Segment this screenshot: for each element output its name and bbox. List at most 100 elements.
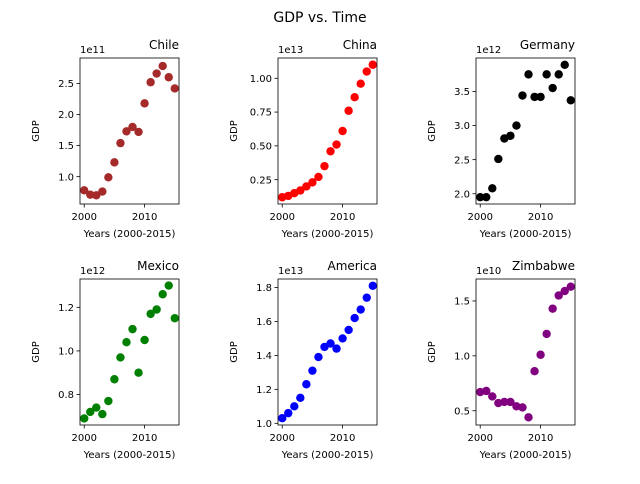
x-axis-label: Years (2000-2015) [281, 450, 374, 461]
data-point-chile-2013 [158, 61, 167, 71]
y-tick-label: 0.75 [250, 108, 272, 119]
data-point-mexico-2014 [164, 281, 173, 290]
data-point-chile-2002 [92, 191, 101, 200]
y-offset-text-zimbabwe: 1e10 [476, 266, 501, 277]
subplot-title-zimbabwe: Zimbabwe [512, 259, 575, 273]
data-point-mexico-2000 [80, 414, 89, 423]
x-tick-label: 2010 [330, 212, 355, 223]
data-point-germany-2007 [518, 91, 527, 100]
x-tick-label: 2000 [71, 433, 96, 444]
data-point-china-2011 [344, 106, 353, 115]
data-point-zimbabwe-2013 [554, 291, 563, 300]
data-point-america-2014 [362, 293, 371, 302]
data-point-china-2007 [320, 161, 329, 171]
data-point-america-2013 [356, 305, 365, 314]
data-point-china-2003 [296, 186, 305, 195]
data-point-china-2013 [356, 79, 365, 88]
y-tick-label: 3.5 [454, 87, 470, 98]
y-tick-label: 1.0 [256, 419, 272, 430]
y-tick-label: 1.5 [58, 141, 74, 152]
y-offset-text-america: 1e13 [278, 266, 303, 277]
y-tick-label: 2.5 [454, 155, 470, 166]
data-point-china-2006 [314, 172, 323, 182]
data-point-germany-2000 [476, 192, 485, 202]
y-offset-text-mexico: 1e12 [80, 266, 105, 277]
x-tick-label: 2000 [467, 433, 492, 444]
subplot-title-america: America [328, 259, 378, 273]
data-point-zimbabwe-2007 [518, 403, 527, 412]
y-tick-label: 1.2 [58, 303, 74, 314]
data-point-mexico-2004 [104, 396, 113, 406]
y-tick-label: 1.6 [256, 317, 272, 328]
data-point-germany-2002 [488, 184, 497, 193]
data-point-chile-2008 [128, 122, 137, 132]
data-point-mexico-2002 [92, 403, 101, 412]
y-axis-label: GDP [427, 120, 438, 141]
subplot-grid: 2000 2010 1.0 1.5 2.0 2.5 1e11 Chile Years (2000… [31, 38, 576, 461]
data-point-mexico-2012 [152, 305, 161, 314]
data-point-germany-2015 [566, 96, 575, 105]
y-tick-label: 0.50 [250, 141, 272, 152]
subplot-chile: 2000 2010 1.0 1.5 2.0 2.5 1e11 Chile Years (2000… [31, 38, 180, 240]
data-point-china-2009 [332, 140, 341, 149]
x-tick-label: 2000 [71, 212, 96, 223]
data-point-chile-2009 [134, 127, 143, 137]
data-point-chile-2001 [86, 190, 95, 199]
data-point-zimbabwe-2004 [500, 397, 509, 407]
y-tick-label: 1.00 [250, 74, 272, 85]
plot-frame-chile [79, 57, 180, 205]
x-tick-label: 2010 [528, 212, 553, 223]
data-point-america-2011 [344, 325, 353, 335]
x-axis-label: Years (2000-2015) [479, 229, 572, 240]
x-tick-label: 2000 [467, 212, 492, 223]
subplot-mexico: 2000 2010 0.8 1.0 1.2 1e12 Mexico Years (2000-2… [31, 259, 180, 461]
y-tick-label: 1.0 [454, 351, 470, 362]
subplot-america: 2000 2010 1.0 1.2 1.4 1.6 1.8 1e13 America Years … [229, 259, 378, 461]
data-point-chile-2005 [110, 158, 119, 167]
y-tick-label: 1.4 [256, 351, 272, 362]
y-axis-label: GDP [229, 341, 240, 362]
figure-title: GDP vs. Time [273, 10, 366, 26]
y-tick-label: 0.8 [58, 390, 74, 401]
plot-frame-germany [475, 57, 576, 205]
x-axis-label: Years (2000-2015) [479, 450, 572, 461]
data-point-america-2003 [296, 393, 305, 403]
data-point-chile-2012 [152, 69, 161, 78]
data-point-chile-2011 [146, 78, 155, 87]
data-point-germany-2008 [524, 70, 533, 79]
plot-frame-china [277, 57, 378, 205]
data-point-zimbabwe-2008 [524, 413, 533, 422]
data-point-zimbabwe-2010 [536, 350, 545, 359]
y-axis-label: GDP [427, 341, 438, 362]
y-tick-label: 2.0 [58, 110, 74, 121]
subplot-germany: 2000 2010 2.0 2.5 3.0 3.5 1e12 Germany Years (20… [427, 38, 576, 240]
data-point-america-2010 [338, 334, 347, 343]
data-point-america-2002 [290, 402, 299, 411]
y-tick-label: 1.2 [256, 385, 272, 396]
x-tick-label: 2010 [132, 433, 157, 444]
data-point-germany-2012 [548, 83, 557, 93]
data-point-germany-2005 [506, 131, 515, 140]
data-point-germany-2014 [560, 60, 569, 70]
x-tick-label: 2000 [269, 433, 294, 444]
x-tick-label: 2010 [330, 433, 355, 444]
data-point-america-2012 [350, 313, 359, 323]
data-point-chile-2006 [116, 138, 125, 148]
y-tick-label: 1.5 [454, 297, 470, 308]
data-point-china-2005 [308, 178, 317, 187]
x-axis-label: Years (2000-2015) [83, 450, 176, 461]
data-point-mexico-2011 [146, 309, 155, 319]
data-point-china-2008 [326, 147, 335, 156]
plot-frame-mexico [79, 278, 180, 426]
data-point-china-2004 [302, 182, 311, 191]
x-axis-label: Years (2000-2015) [281, 229, 374, 240]
data-point-zimbabwe-2014 [560, 286, 569, 296]
x-tick-label: 2010 [528, 433, 553, 444]
data-point-zimbabwe-2001 [482, 386, 491, 396]
y-tick-label: 3.0 [454, 121, 470, 132]
y-offset-text-germany: 1e12 [476, 45, 501, 56]
subplot-title-mexico: Mexico [137, 259, 179, 273]
y-tick-label: 1.0 [58, 172, 74, 183]
data-point-zimbabwe-2011 [542, 329, 551, 339]
